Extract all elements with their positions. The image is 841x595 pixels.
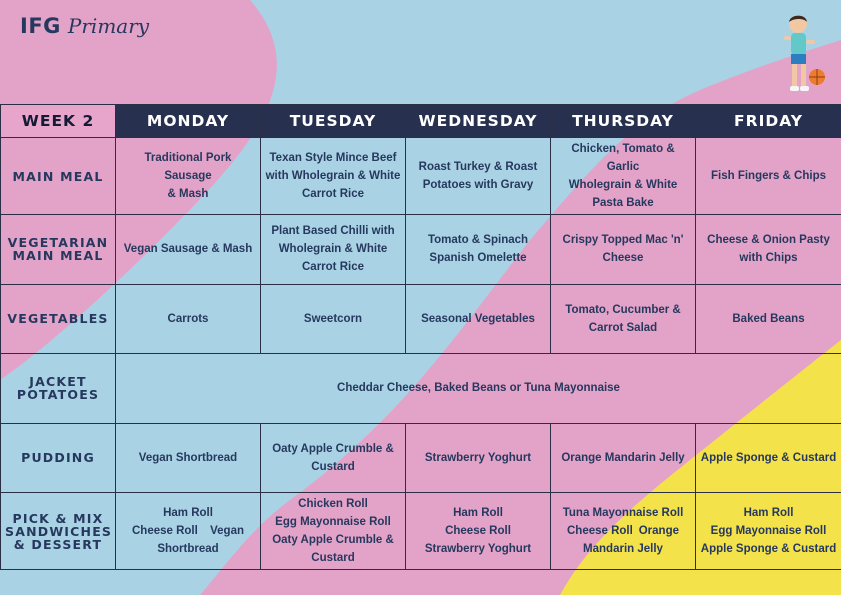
row-label-vegetables: VEGETABLES	[0, 283, 116, 354]
day-thursday: THURSDAY	[550, 104, 696, 138]
pick-mix-tuesday: Chicken Roll Egg Mayonnaise Roll Oaty Appl…	[260, 492, 406, 570]
vegetables-wednesday: Seasonal Vegetables	[405, 283, 551, 354]
day-friday: FRIDAY	[695, 104, 841, 138]
vegetarian-wednesday: Tomato & Spinach Spanish Omelette	[405, 214, 551, 285]
row-vegetables: VEGETABLES Carrots Sweetcorn Seasonal Ve…	[0, 283, 841, 354]
main-meal-thursday: Chicken, Tomato & Garlic Wholegrain & Whi…	[550, 137, 696, 215]
main-meal-tuesday: Texan Style Mince Beef with Wholegrain & …	[260, 137, 406, 215]
pick-mix-monday: Ham Roll Cheese Roll Vegan Shortbread	[115, 492, 261, 570]
pudding-tuesday: Oaty Apple Crumble & Custard	[260, 422, 406, 493]
pick-mix-wednesday: Ham Roll Cheese Roll Strawberry Yoghurt	[405, 492, 551, 570]
row-label-pick-mix: PICK & MIX SANDWICHES & DESSERT	[0, 492, 116, 570]
logo-ifg: IFG	[20, 14, 61, 38]
week-label: WEEK 2	[0, 104, 116, 138]
boy-with-basketball-icon	[784, 15, 825, 91]
pudding-monday: Vegan Shortbread	[115, 422, 261, 493]
menu-table: WEEK 2 MONDAY TUESDAY WEDNESDAY THURSDAY…	[0, 104, 841, 570]
pick-mix-thursday: Tuna Mayonnaise Roll Cheese Roll Orange M…	[550, 492, 696, 570]
main-meal-monday: Traditional Pork Sausage & Mash	[115, 137, 261, 215]
row-pick-mix: PICK & MIX SANDWICHES & DESSERT Ham Roll C…	[0, 492, 841, 570]
logo-primary: Primary	[67, 14, 150, 38]
vegetarian-tuesday: Plant Based Chilli with Wholegrain & Whit…	[260, 214, 406, 285]
jacket-potatoes-all-week: Cheddar Cheese, Baked Beans or Tuna Mayo…	[115, 353, 841, 424]
row-main-meal: MAIN MEAL Traditional Pork Sausage & Mash…	[0, 137, 841, 215]
vegetarian-thursday: Crispy Topped Mac 'n' Cheese	[550, 214, 696, 285]
row-vegetarian: VEGETARIAN MAIN MEAL Vegan Sausage & Mash…	[0, 214, 841, 285]
day-monday: MONDAY	[115, 104, 261, 138]
pick-mix-friday: Ham Roll Egg Mayonnaise Roll Apple Sponge …	[695, 492, 841, 570]
day-wednesday: WEDNESDAY	[405, 104, 551, 138]
row-label-vegetarian: VEGETARIAN MAIN MEAL	[0, 214, 116, 285]
main-meal-wednesday: Roast Turkey & Roast Potatoes with Gravy	[405, 137, 551, 215]
vegetables-thursday: Tomato, Cucumber & Carrot Salad	[550, 283, 696, 354]
main-meal-friday: Fish Fingers & Chips	[695, 137, 841, 215]
row-pudding: PUDDING Vegan Shortbread Oaty Apple Crum…	[0, 422, 841, 493]
row-jacket-potatoes: JACKET POTATOES Cheddar Cheese, Baked Bea…	[0, 353, 841, 424]
pudding-thursday: Orange Mandarin Jelly	[550, 422, 696, 493]
brand-logo: IFG Primary	[20, 14, 149, 38]
pudding-wednesday: Strawberry Yoghurt	[405, 422, 551, 493]
row-label-main-meal: MAIN MEAL	[0, 137, 116, 215]
vegetables-tuesday: Sweetcorn	[260, 283, 406, 354]
vegetarian-friday: Cheese & Onion Pasty with Chips	[695, 214, 841, 285]
header-row: WEEK 2 MONDAY TUESDAY WEDNESDAY THURSDAY…	[0, 104, 841, 138]
vegetables-monday: Carrots	[115, 283, 261, 354]
vegetarian-monday: Vegan Sausage & Mash	[115, 214, 261, 285]
row-label-jacket-potatoes: JACKET POTATOES	[0, 353, 116, 424]
vegetables-friday: Baked Beans	[695, 283, 841, 354]
day-tuesday: TUESDAY	[260, 104, 406, 138]
row-label-pudding: PUDDING	[0, 422, 116, 493]
pudding-friday: Apple Sponge & Custard	[695, 422, 841, 493]
